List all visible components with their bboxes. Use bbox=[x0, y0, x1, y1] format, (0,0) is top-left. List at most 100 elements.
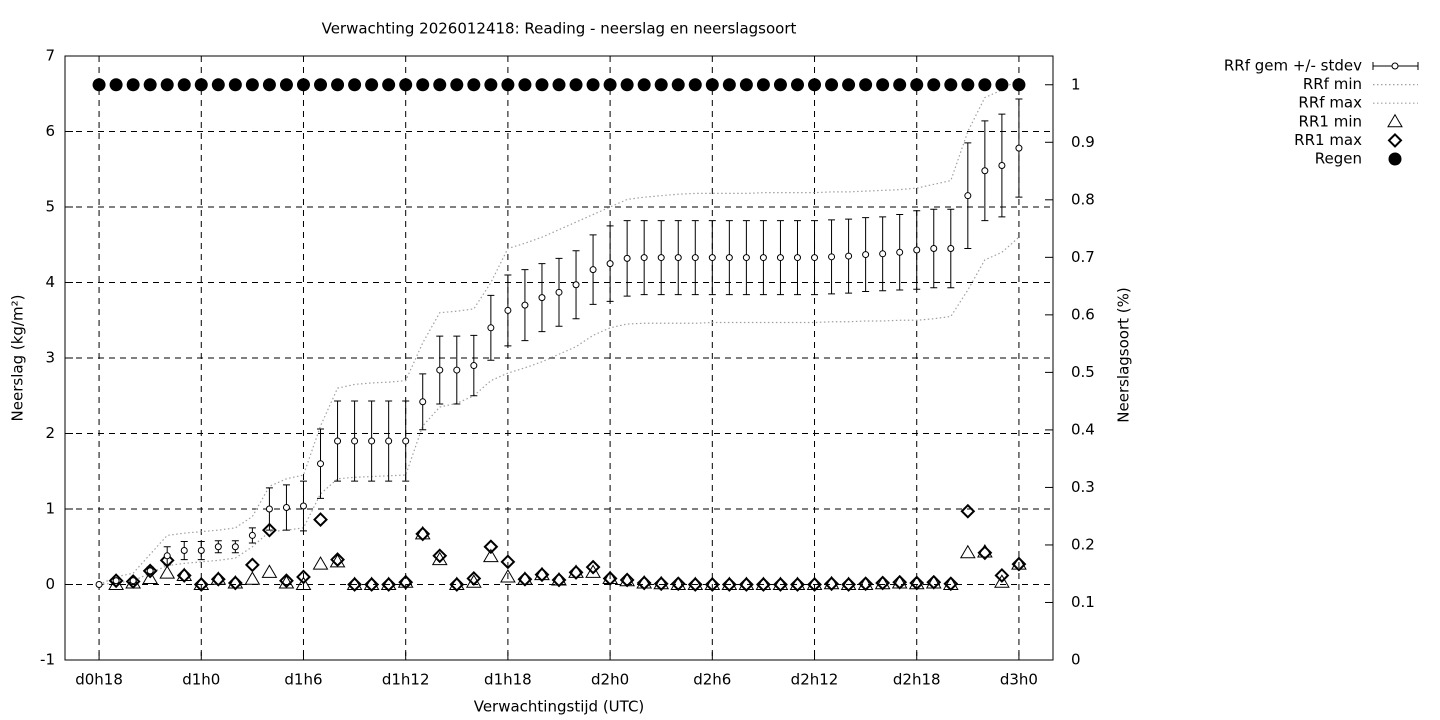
diamond-point bbox=[449, 577, 465, 592]
mean-point bbox=[623, 254, 631, 262]
y2-tick-label: 0.1 bbox=[1071, 593, 1095, 611]
diamond-point bbox=[977, 545, 993, 561]
diamond-point bbox=[738, 577, 754, 592]
diamond-point bbox=[159, 552, 175, 568]
diamond-point bbox=[432, 548, 448, 564]
mean-point bbox=[95, 581, 103, 588]
diamond-point bbox=[926, 574, 942, 590]
mean-point bbox=[742, 254, 750, 262]
mean-point bbox=[521, 301, 529, 309]
circle-point bbox=[1012, 78, 1026, 92]
circle-point bbox=[603, 78, 617, 92]
circle-point bbox=[177, 78, 191, 92]
circle-point bbox=[109, 78, 123, 92]
circle-point bbox=[433, 78, 447, 92]
mean-point bbox=[845, 252, 853, 260]
mean-point bbox=[402, 437, 410, 445]
mean-point bbox=[674, 254, 682, 262]
diamond-point bbox=[483, 539, 499, 555]
mean-point bbox=[879, 250, 887, 258]
diamond-point bbox=[755, 577, 771, 592]
diamond-point bbox=[892, 574, 908, 590]
triangle-point bbox=[585, 564, 601, 578]
y2-tick-label: 0.6 bbox=[1071, 305, 1095, 323]
circle-point bbox=[722, 78, 736, 92]
mean-point bbox=[453, 366, 461, 374]
diamond-point bbox=[841, 577, 857, 592]
diamond-point bbox=[602, 571, 618, 586]
circle-point bbox=[961, 78, 975, 92]
mean-point bbox=[231, 543, 239, 551]
mean-point bbox=[708, 254, 716, 262]
circle-point bbox=[756, 78, 770, 92]
circle-point bbox=[262, 78, 276, 92]
mean-point bbox=[572, 281, 580, 289]
diamond-point bbox=[398, 574, 414, 590]
circle-point bbox=[484, 78, 498, 92]
mean-point bbox=[913, 246, 921, 254]
diamond-point bbox=[193, 577, 209, 592]
mean-point bbox=[197, 547, 205, 555]
diamond-point bbox=[534, 567, 550, 583]
mean-point bbox=[129, 577, 137, 585]
mean-point bbox=[964, 192, 972, 200]
mean-point bbox=[180, 547, 188, 555]
diamond-point bbox=[858, 576, 874, 592]
y-tick-label: -1 bbox=[40, 651, 55, 669]
circle-point bbox=[245, 78, 259, 92]
diamond-point bbox=[670, 576, 686, 592]
circle-point bbox=[160, 78, 174, 92]
legend-swatch bbox=[1387, 113, 1403, 128]
circle-point bbox=[739, 78, 753, 92]
mean-point bbox=[896, 248, 904, 256]
circle-point bbox=[126, 78, 140, 92]
y2-tick-label: 0 bbox=[1071, 651, 1081, 669]
mean-point bbox=[351, 437, 359, 445]
triangle-point bbox=[482, 548, 499, 563]
triangle-point bbox=[142, 570, 159, 584]
diamond-point bbox=[500, 554, 516, 570]
circle-point bbox=[705, 78, 719, 92]
diamond-point bbox=[653, 576, 669, 592]
y2-tick-label: 0.9 bbox=[1071, 133, 1095, 151]
triangle-point bbox=[994, 574, 1010, 588]
diamond-point bbox=[687, 577, 703, 592]
y2-tick-label: 0.5 bbox=[1071, 363, 1095, 381]
y-tick-label: 4 bbox=[45, 273, 55, 291]
circle-point bbox=[92, 78, 106, 92]
mean-point bbox=[589, 266, 597, 274]
y2-tick-label: 0.2 bbox=[1071, 535, 1095, 553]
diamond-point bbox=[943, 576, 959, 592]
circle-point bbox=[637, 78, 651, 92]
mean-point bbox=[930, 245, 938, 253]
mean-point bbox=[214, 543, 222, 551]
diamond-point bbox=[568, 565, 584, 580]
circle-point bbox=[211, 78, 225, 92]
plot-frame bbox=[64, 55, 1054, 661]
y-tick-label: 3 bbox=[45, 349, 55, 367]
diamond-point bbox=[994, 568, 1010, 583]
diamond-point bbox=[909, 575, 925, 591]
circle-point bbox=[688, 78, 702, 92]
circle-point bbox=[995, 78, 1009, 92]
diamond-point bbox=[824, 576, 839, 592]
mean-point bbox=[998, 161, 1006, 169]
legend-label: RR1 min bbox=[1299, 112, 1362, 130]
diamond-point bbox=[415, 526, 431, 542]
mean-point bbox=[793, 254, 801, 262]
mean-point bbox=[811, 254, 819, 262]
circle-point bbox=[382, 78, 396, 92]
diamond-point bbox=[296, 569, 311, 585]
legend-label: RRf gem +/- stdev bbox=[1224, 57, 1362, 75]
mean-point bbox=[163, 552, 171, 560]
diamond-point bbox=[330, 552, 345, 567]
circle-point bbox=[586, 78, 600, 92]
diamond-point bbox=[875, 575, 891, 591]
mean-point bbox=[1015, 144, 1023, 152]
mean-point bbox=[470, 362, 478, 370]
circle-point bbox=[279, 78, 293, 92]
mean-point bbox=[538, 294, 546, 302]
legend-label: Regen bbox=[1315, 150, 1362, 168]
y2-tick-label: 0.8 bbox=[1071, 190, 1095, 208]
triangle-point bbox=[959, 544, 976, 559]
